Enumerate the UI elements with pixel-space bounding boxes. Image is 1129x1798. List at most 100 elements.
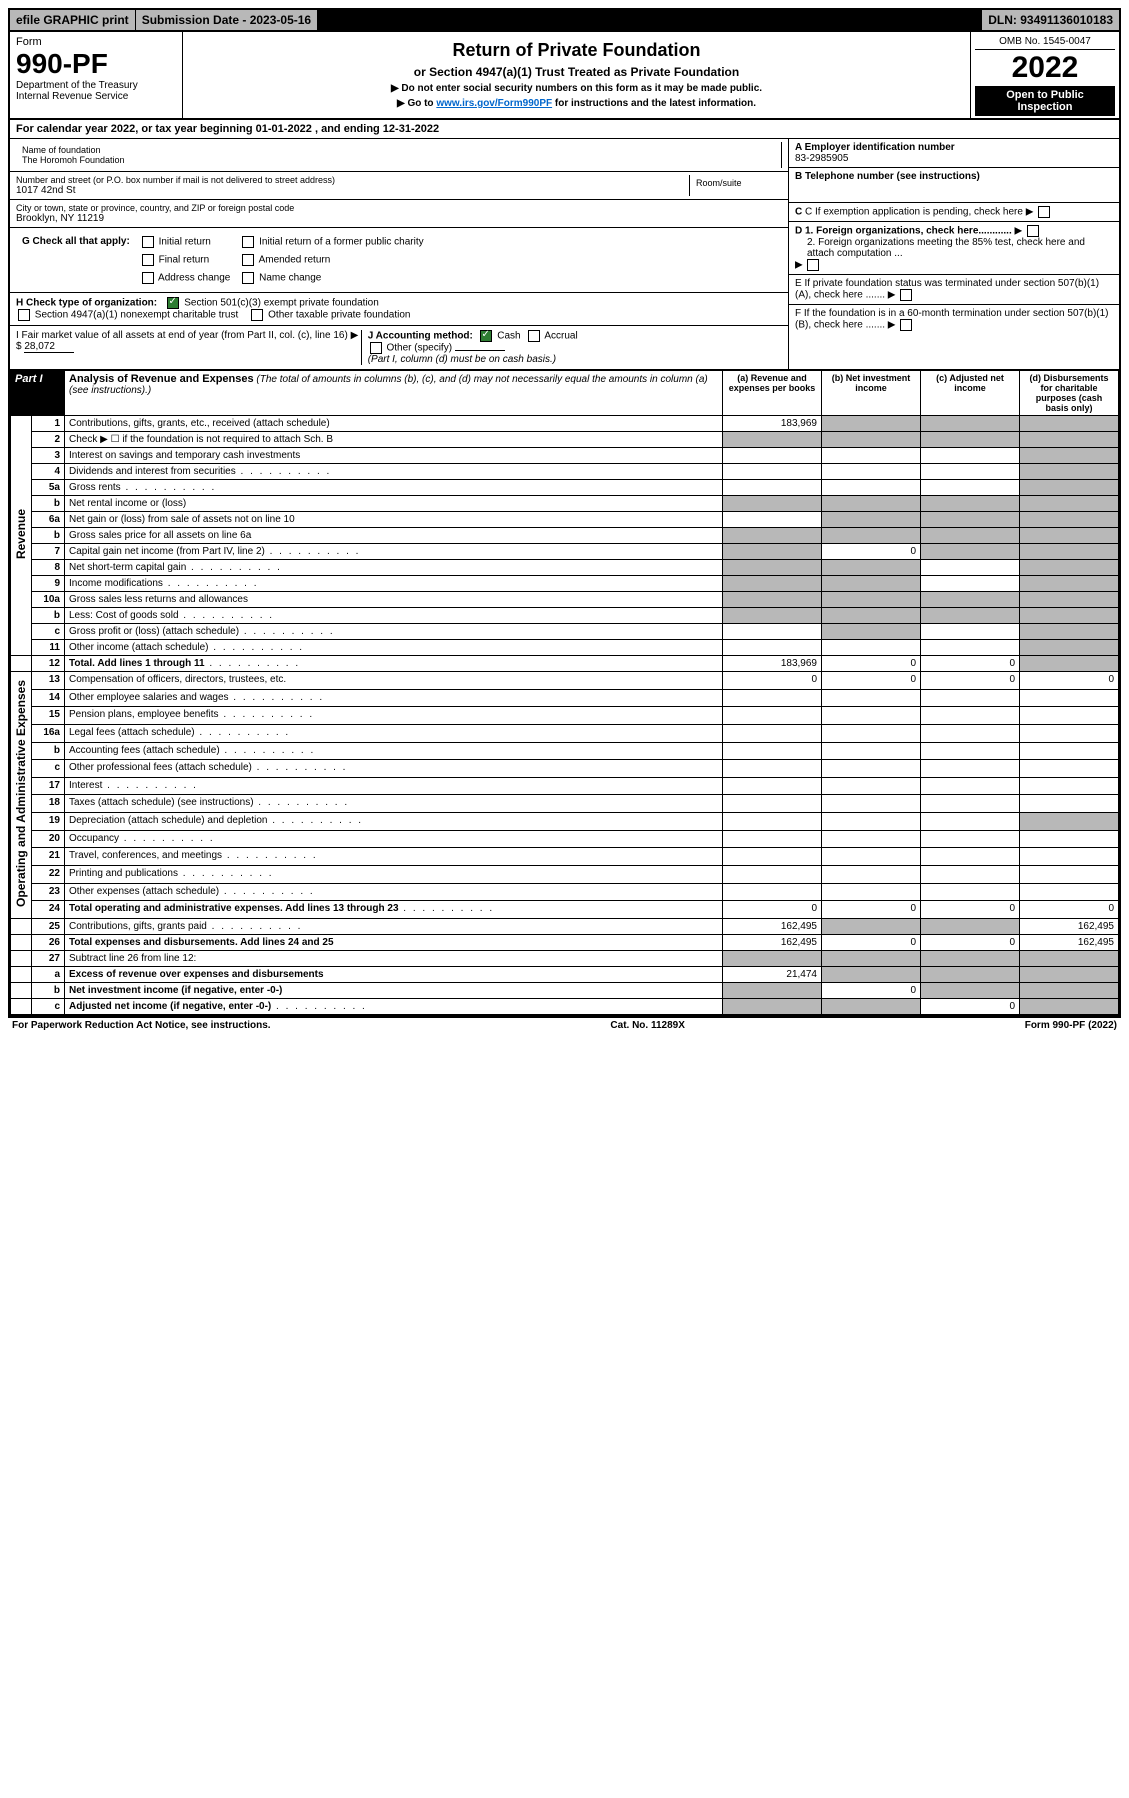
part1-table: Part I Analysis of Revenue and Expenses … <box>10 370 1119 1015</box>
amended-return-checkbox[interactable] <box>242 254 254 266</box>
4947-checkbox[interactable] <box>18 309 30 321</box>
row-26: 26Total expenses and disbursements. Add … <box>11 934 1119 950</box>
dln: DLN: 93491136010183 <box>982 10 1119 30</box>
tax-year: 2022 <box>975 50 1115 86</box>
calendar-year: For calendar year 2022, or tax year begi… <box>10 120 1119 139</box>
row-13: Operating and Administrative Expenses 13… <box>11 672 1119 690</box>
final-return-checkbox[interactable] <box>142 254 154 266</box>
form-label: Form <box>16 36 176 48</box>
row-16b: bAccounting fees (attach schedule) <box>11 742 1119 760</box>
row-17: 17Interest <box>11 777 1119 795</box>
form-number: 990-PF <box>16 50 176 78</box>
row-8: 8Net short-term capital gain <box>11 560 1119 576</box>
row-21: 21Travel, conferences, and meetings <box>11 848 1119 866</box>
expenses-label: Operating and Administrative Expenses <box>12 672 30 915</box>
form-header: Form 990-PF Department of the Treasury I… <box>8 32 1121 120</box>
header-mid: Return of Private Foundation or Section … <box>183 32 971 118</box>
city-cell: City or town, state or province, country… <box>10 200 788 228</box>
header-right: OMB No. 1545-0047 2022 Open to Public In… <box>971 32 1119 118</box>
row-27a: aExcess of revenue over expenses and dis… <box>11 966 1119 982</box>
row-10a: 10aGross sales less returns and allowanc… <box>11 592 1119 608</box>
c-cell: C C If exemption application is pending,… <box>789 203 1119 222</box>
col-b-header: (b) Net investment income <box>822 371 921 416</box>
part1-section: Part I Analysis of Revenue and Expenses … <box>8 370 1121 1017</box>
phone-cell: B Telephone number (see instructions) <box>789 168 1119 203</box>
i-j-row: I Fair market value of all assets at end… <box>10 326 788 369</box>
j-accounting: J Accounting method: Cash Accrual Other … <box>361 330 782 365</box>
part1-title: Analysis of Revenue and Expenses (The to… <box>65 371 723 416</box>
row-27c: cAdjusted net income (if negative, enter… <box>11 998 1119 1014</box>
i-fmv: I Fair market value of all assets at end… <box>16 330 361 365</box>
f-cell: F If the foundation is in a 60-month ter… <box>789 305 1119 334</box>
other-taxable-checkbox[interactable] <box>251 309 263 321</box>
form-title: Return of Private Foundation <box>189 40 964 61</box>
row-23: 23Other expenses (attach schedule) <box>11 883 1119 901</box>
row-27b: bNet investment income (if negative, ent… <box>11 982 1119 998</box>
f-checkbox[interactable] <box>900 319 912 331</box>
row-19: 19Depreciation (attach schedule) and dep… <box>11 813 1119 831</box>
row-2: 2Check ▶ ☐ if the foundation is not requ… <box>11 432 1119 448</box>
ein-cell: A Employer identification number 83-2985… <box>789 139 1119 168</box>
row-1: Revenue 1Contributions, gifts, grants, e… <box>11 416 1119 432</box>
row-3: 3Interest on savings and temporary cash … <box>11 448 1119 464</box>
h-checks: H Check type of organization: Section 50… <box>10 293 788 326</box>
row-20: 20Occupancy <box>11 830 1119 848</box>
footer-right: Form 990-PF (2022) <box>1025 1020 1117 1031</box>
c-checkbox[interactable] <box>1038 206 1050 218</box>
col-d-header: (d) Disbursements for charitable purpose… <box>1020 371 1119 416</box>
row-9: 9Income modifications <box>11 576 1119 592</box>
row-12: 12Total. Add lines 1 through 11183,96900 <box>11 656 1119 672</box>
initial-return-checkbox[interactable] <box>142 236 154 248</box>
row-11: 11Other income (attach schedule) <box>11 640 1119 656</box>
dept: Department of the Treasury <box>16 80 176 91</box>
row-4: 4Dividends and interest from securities <box>11 464 1119 480</box>
row-22: 22Printing and publications <box>11 865 1119 883</box>
room-suite: Room/suite <box>690 175 782 196</box>
open-public: Open to Public Inspection <box>975 86 1115 116</box>
row-27: 27Subtract line 26 from line 12: <box>11 950 1119 966</box>
row-14: 14Other employee salaries and wages <box>11 689 1119 707</box>
e-cell: E If private foundation status was termi… <box>789 275 1119 305</box>
address-cell: Number and street (or P.O. box number if… <box>16 175 690 196</box>
entity-section: For calendar year 2022, or tax year begi… <box>8 120 1121 370</box>
header-left: Form 990-PF Department of the Treasury I… <box>10 32 183 118</box>
row-16c: cOther professional fees (attach schedul… <box>11 760 1119 778</box>
g-checks: G Check all that apply: Initial return I… <box>10 228 788 293</box>
irs: Internal Revenue Service <box>16 91 176 102</box>
row-18: 18Taxes (attach schedule) (see instructi… <box>11 795 1119 813</box>
top-bar: efile GRAPHIC print Submission Date - 20… <box>8 8 1121 32</box>
row-16a: 16aLegal fees (attach schedule) <box>11 724 1119 742</box>
501c3-checkbox[interactable] <box>167 297 179 309</box>
row-7: 7Capital gain net income (from Part IV, … <box>11 544 1119 560</box>
row-10b: bLess: Cost of goods sold <box>11 608 1119 624</box>
initial-former-checkbox[interactable] <box>242 236 254 248</box>
footer-mid: Cat. No. 11289X <box>610 1020 684 1031</box>
efile-label[interactable]: efile GRAPHIC print <box>10 10 136 30</box>
revenue-label: Revenue <box>12 501 30 567</box>
other-method-checkbox[interactable] <box>370 342 382 354</box>
row-5b: bNet rental income or (loss) <box>11 496 1119 512</box>
e-checkbox[interactable] <box>900 289 912 301</box>
row-25: 25Contributions, gifts, grants paid162,4… <box>11 918 1119 934</box>
accrual-checkbox[interactable] <box>528 330 540 342</box>
form-subtitle: or Section 4947(a)(1) Trust Treated as P… <box>189 65 964 79</box>
instr-2: ▶ Go to www.irs.gov/Form990PF for instru… <box>189 98 964 109</box>
footer-left: For Paperwork Reduction Act Notice, see … <box>12 1020 271 1031</box>
row-5a: 5aGross rents <box>11 480 1119 496</box>
part1-label: Part I <box>11 371 65 416</box>
d1-checkbox[interactable] <box>1027 225 1039 237</box>
omb: OMB No. 1545-0047 <box>975 34 1115 50</box>
row-10c: cGross profit or (loss) (attach schedule… <box>11 624 1119 640</box>
irs-link[interactable]: www.irs.gov/Form990PF <box>436 98 552 109</box>
cash-checkbox[interactable] <box>480 330 492 342</box>
instr-1: ▶ Do not enter social security numbers o… <box>189 83 964 94</box>
name-cell: Name of foundation The Horomoh Foundatio… <box>16 142 782 168</box>
row-6a: 6aNet gain or (loss) from sale of assets… <box>11 512 1119 528</box>
footer: For Paperwork Reduction Act Notice, see … <box>8 1017 1121 1033</box>
d2-checkbox[interactable] <box>807 259 819 271</box>
submission-date: Submission Date - 2023-05-16 <box>136 10 318 30</box>
name-change-checkbox[interactable] <box>242 272 254 284</box>
d-cell: D 1. Foreign organizations, check here..… <box>789 222 1119 275</box>
address-change-checkbox[interactable] <box>142 272 154 284</box>
col-a-header: (a) Revenue and expenses per books <box>723 371 822 416</box>
